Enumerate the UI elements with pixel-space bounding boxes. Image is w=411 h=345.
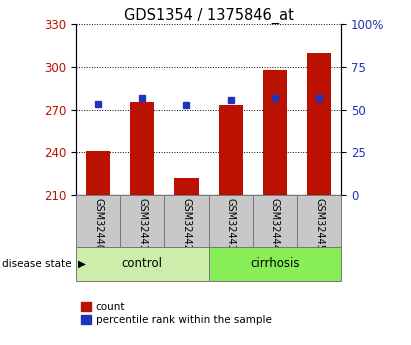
Text: cirrhosis: cirrhosis [250, 257, 300, 270]
Text: GSM32442: GSM32442 [182, 197, 192, 250]
Bar [86, 151, 110, 195]
Bar [209, 195, 253, 247]
Bar [253, 195, 297, 247]
Text: control: control [122, 257, 163, 270]
Bar [76, 247, 209, 281]
Title: GDS1354 / 1375846_at: GDS1354 / 1375846_at [124, 8, 293, 24]
Bar [120, 195, 164, 247]
Bar [164, 195, 209, 247]
Bar [76, 195, 120, 247]
Text: GSM32444: GSM32444 [270, 197, 280, 250]
Bar [174, 178, 199, 195]
Bar [209, 247, 341, 281]
Text: GSM32440: GSM32440 [93, 197, 103, 250]
Legend: count, percentile rank within the sample: count, percentile rank within the sample [81, 302, 272, 325]
Text: disease state  ▶: disease state ▶ [2, 259, 86, 269]
Bar [263, 70, 287, 195]
Text: GSM32441: GSM32441 [137, 197, 147, 250]
Bar [307, 53, 331, 195]
Text: GSM32445: GSM32445 [314, 197, 324, 250]
Text: GSM32443: GSM32443 [226, 197, 236, 250]
Bar [297, 195, 341, 247]
Bar [219, 105, 243, 195]
Bar [130, 102, 155, 195]
